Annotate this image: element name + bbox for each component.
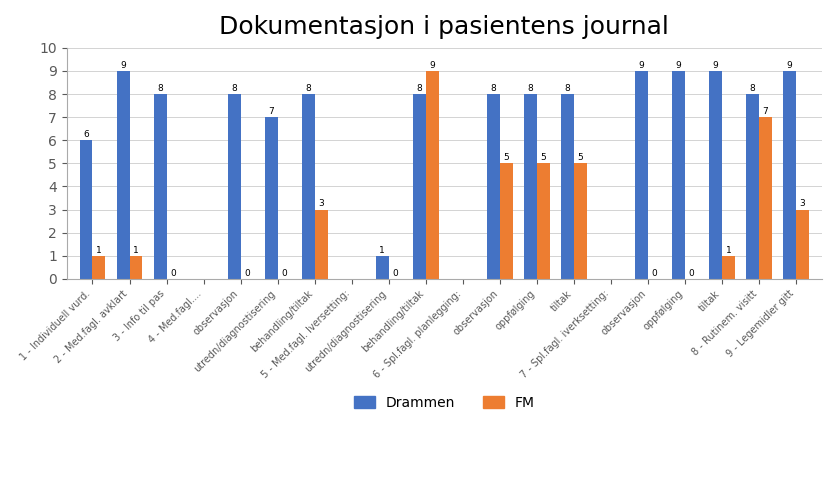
Text: 8: 8 xyxy=(749,84,755,93)
Text: 8: 8 xyxy=(415,84,421,93)
Bar xyxy=(487,94,499,279)
Bar xyxy=(264,117,278,279)
Title: Dokumentasjon i pasientens journal: Dokumentasjon i pasientens journal xyxy=(219,15,669,39)
Text: 6: 6 xyxy=(83,130,89,139)
Bar xyxy=(560,94,573,279)
Text: 1: 1 xyxy=(379,246,385,254)
Text: 7: 7 xyxy=(762,107,767,116)
Bar xyxy=(227,94,240,279)
Text: 9: 9 xyxy=(120,61,125,70)
Text: 8: 8 xyxy=(305,84,311,93)
Text: 1: 1 xyxy=(96,246,102,254)
Text: 0: 0 xyxy=(170,269,176,278)
Bar xyxy=(130,256,142,279)
Text: 8: 8 xyxy=(490,84,496,93)
Text: 1: 1 xyxy=(133,246,139,254)
Text: 8: 8 xyxy=(527,84,533,93)
Text: 9: 9 xyxy=(711,61,717,70)
Bar xyxy=(153,94,166,279)
Text: 9: 9 xyxy=(675,61,681,70)
Text: 3: 3 xyxy=(318,199,324,209)
Text: 0: 0 xyxy=(281,269,287,278)
Bar xyxy=(708,71,721,279)
Text: 7: 7 xyxy=(268,107,273,116)
Bar xyxy=(499,163,512,279)
Text: 5: 5 xyxy=(540,153,546,162)
Bar xyxy=(79,140,92,279)
Text: 0: 0 xyxy=(688,269,694,278)
Bar xyxy=(523,94,536,279)
Bar xyxy=(573,163,586,279)
Bar xyxy=(412,94,426,279)
Text: 1: 1 xyxy=(725,246,731,254)
Bar xyxy=(314,210,327,279)
Bar xyxy=(745,94,758,279)
Text: 8: 8 xyxy=(231,84,237,93)
Bar xyxy=(635,71,647,279)
Text: 9: 9 xyxy=(429,61,435,70)
Bar xyxy=(671,71,684,279)
Bar xyxy=(426,71,438,279)
Text: 5: 5 xyxy=(502,153,508,162)
Text: 8: 8 xyxy=(563,84,569,93)
Bar xyxy=(795,210,808,279)
Text: 0: 0 xyxy=(650,269,656,278)
Text: 3: 3 xyxy=(798,199,804,209)
Bar xyxy=(782,71,795,279)
Bar xyxy=(116,71,130,279)
Text: 9: 9 xyxy=(786,61,792,70)
Bar xyxy=(536,163,549,279)
Legend: Drammen, FM: Drammen, FM xyxy=(348,390,540,415)
Bar xyxy=(721,256,734,279)
Bar xyxy=(301,94,314,279)
Text: 0: 0 xyxy=(392,269,398,278)
Text: 9: 9 xyxy=(638,61,644,70)
Text: 0: 0 xyxy=(244,269,250,278)
Text: 8: 8 xyxy=(157,84,163,93)
Bar xyxy=(92,256,105,279)
Bar xyxy=(375,256,388,279)
Text: 5: 5 xyxy=(577,153,583,162)
Bar xyxy=(758,117,771,279)
